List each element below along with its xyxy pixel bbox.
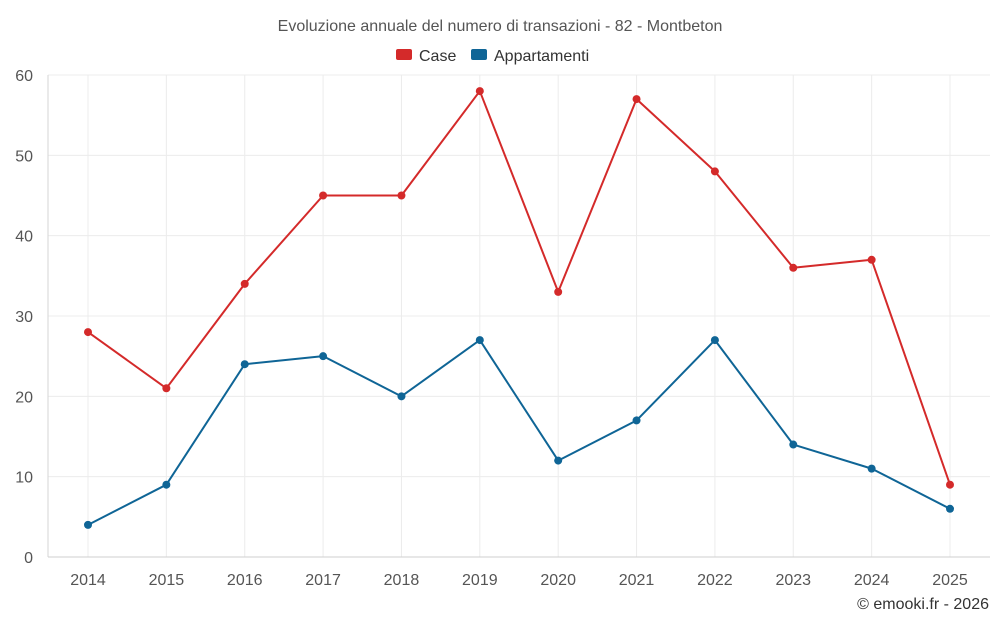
x-tick-label: 2024	[854, 572, 890, 589]
x-tick-label: 2023	[775, 572, 811, 589]
x-tick-label: 2019	[462, 572, 498, 589]
data-point-case-2021[interactable]	[632, 95, 641, 104]
data-point-case-2022[interactable]	[710, 167, 719, 176]
y-tick-label: 0	[24, 550, 33, 567]
data-point-case-2025[interactable]	[946, 480, 954, 489]
y-axis-ticks: 0 10 20 30 40 50 60	[15, 68, 33, 567]
x-tick-label: 2015	[149, 572, 185, 589]
x-tick-label: 2021	[619, 572, 655, 589]
y-tick-label: 30	[15, 309, 33, 326]
y-tick-label: 60	[15, 68, 33, 85]
credit: © emooki.fr - 2026	[857, 596, 989, 613]
data-point-case-2020[interactable]	[554, 287, 563, 296]
data-point-case-2015[interactable]	[162, 384, 171, 393]
data-point-case-2019[interactable]	[475, 87, 484, 96]
x-tick-label: 2016	[227, 572, 263, 589]
series-appartamenti	[84, 336, 954, 529]
data-point-appartamenti-2025[interactable]	[946, 504, 954, 513]
legend-swatch-case	[396, 49, 412, 60]
legend-label-case[interactable]: Case	[419, 48, 456, 65]
y-tick-label: 20	[15, 389, 33, 406]
x-axis-ticks: 2014 2015 2016 2017 2018 2019 2020 2021 2022 2023…	[70, 572, 968, 589]
data-point-appartamenti-2016[interactable]	[240, 360, 249, 369]
data-point-appartamenti-2019[interactable]	[475, 336, 484, 345]
data-point-appartamenti-2021[interactable]	[632, 416, 641, 425]
x-tick-label: 2017	[305, 572, 341, 589]
data-point-appartamenti-2022[interactable]	[710, 336, 719, 345]
data-point-appartamenti-2015[interactable]	[162, 480, 171, 489]
data-point-appartamenti-2024[interactable]	[867, 464, 876, 473]
y-tick-label: 10	[15, 470, 33, 487]
data-point-case-2017[interactable]	[319, 191, 328, 200]
series-layer	[84, 87, 954, 529]
data-point-case-2023[interactable]	[789, 263, 798, 272]
y-tick-label: 40	[15, 229, 33, 246]
data-point-case-2024[interactable]	[867, 255, 876, 264]
legend-swatch-appartamenti	[471, 49, 487, 60]
data-point-appartamenti-2014[interactable]	[84, 520, 92, 529]
data-point-case-2014[interactable]	[84, 328, 92, 337]
x-tick-label: 2025	[932, 572, 968, 589]
legend-label-appartamenti[interactable]: Appartamenti	[494, 48, 589, 65]
chart-title: Evoluzione annuale del numero di transaz…	[278, 18, 723, 35]
x-tick-label: 2018	[384, 572, 420, 589]
x-tick-label: 2020	[540, 572, 576, 589]
x-tick-label: 2014	[70, 572, 106, 589]
data-point-appartamenti-2017[interactable]	[319, 352, 328, 361]
data-point-appartamenti-2020[interactable]	[554, 456, 563, 465]
y-tick-label: 50	[15, 148, 33, 165]
series-line-case	[87, 90, 951, 486]
legend: Case Appartamenti	[396, 48, 589, 65]
series-case	[84, 87, 954, 489]
data-point-case-2018[interactable]	[397, 191, 406, 200]
data-point-appartamenti-2023[interactable]	[789, 440, 798, 449]
data-point-appartamenti-2018[interactable]	[397, 392, 406, 401]
x-tick-label: 2022	[697, 572, 733, 589]
axes	[47, 75, 990, 558]
series-line-appartamenti	[87, 339, 951, 526]
grid	[48, 74, 990, 557]
data-point-case-2016[interactable]	[240, 279, 249, 288]
